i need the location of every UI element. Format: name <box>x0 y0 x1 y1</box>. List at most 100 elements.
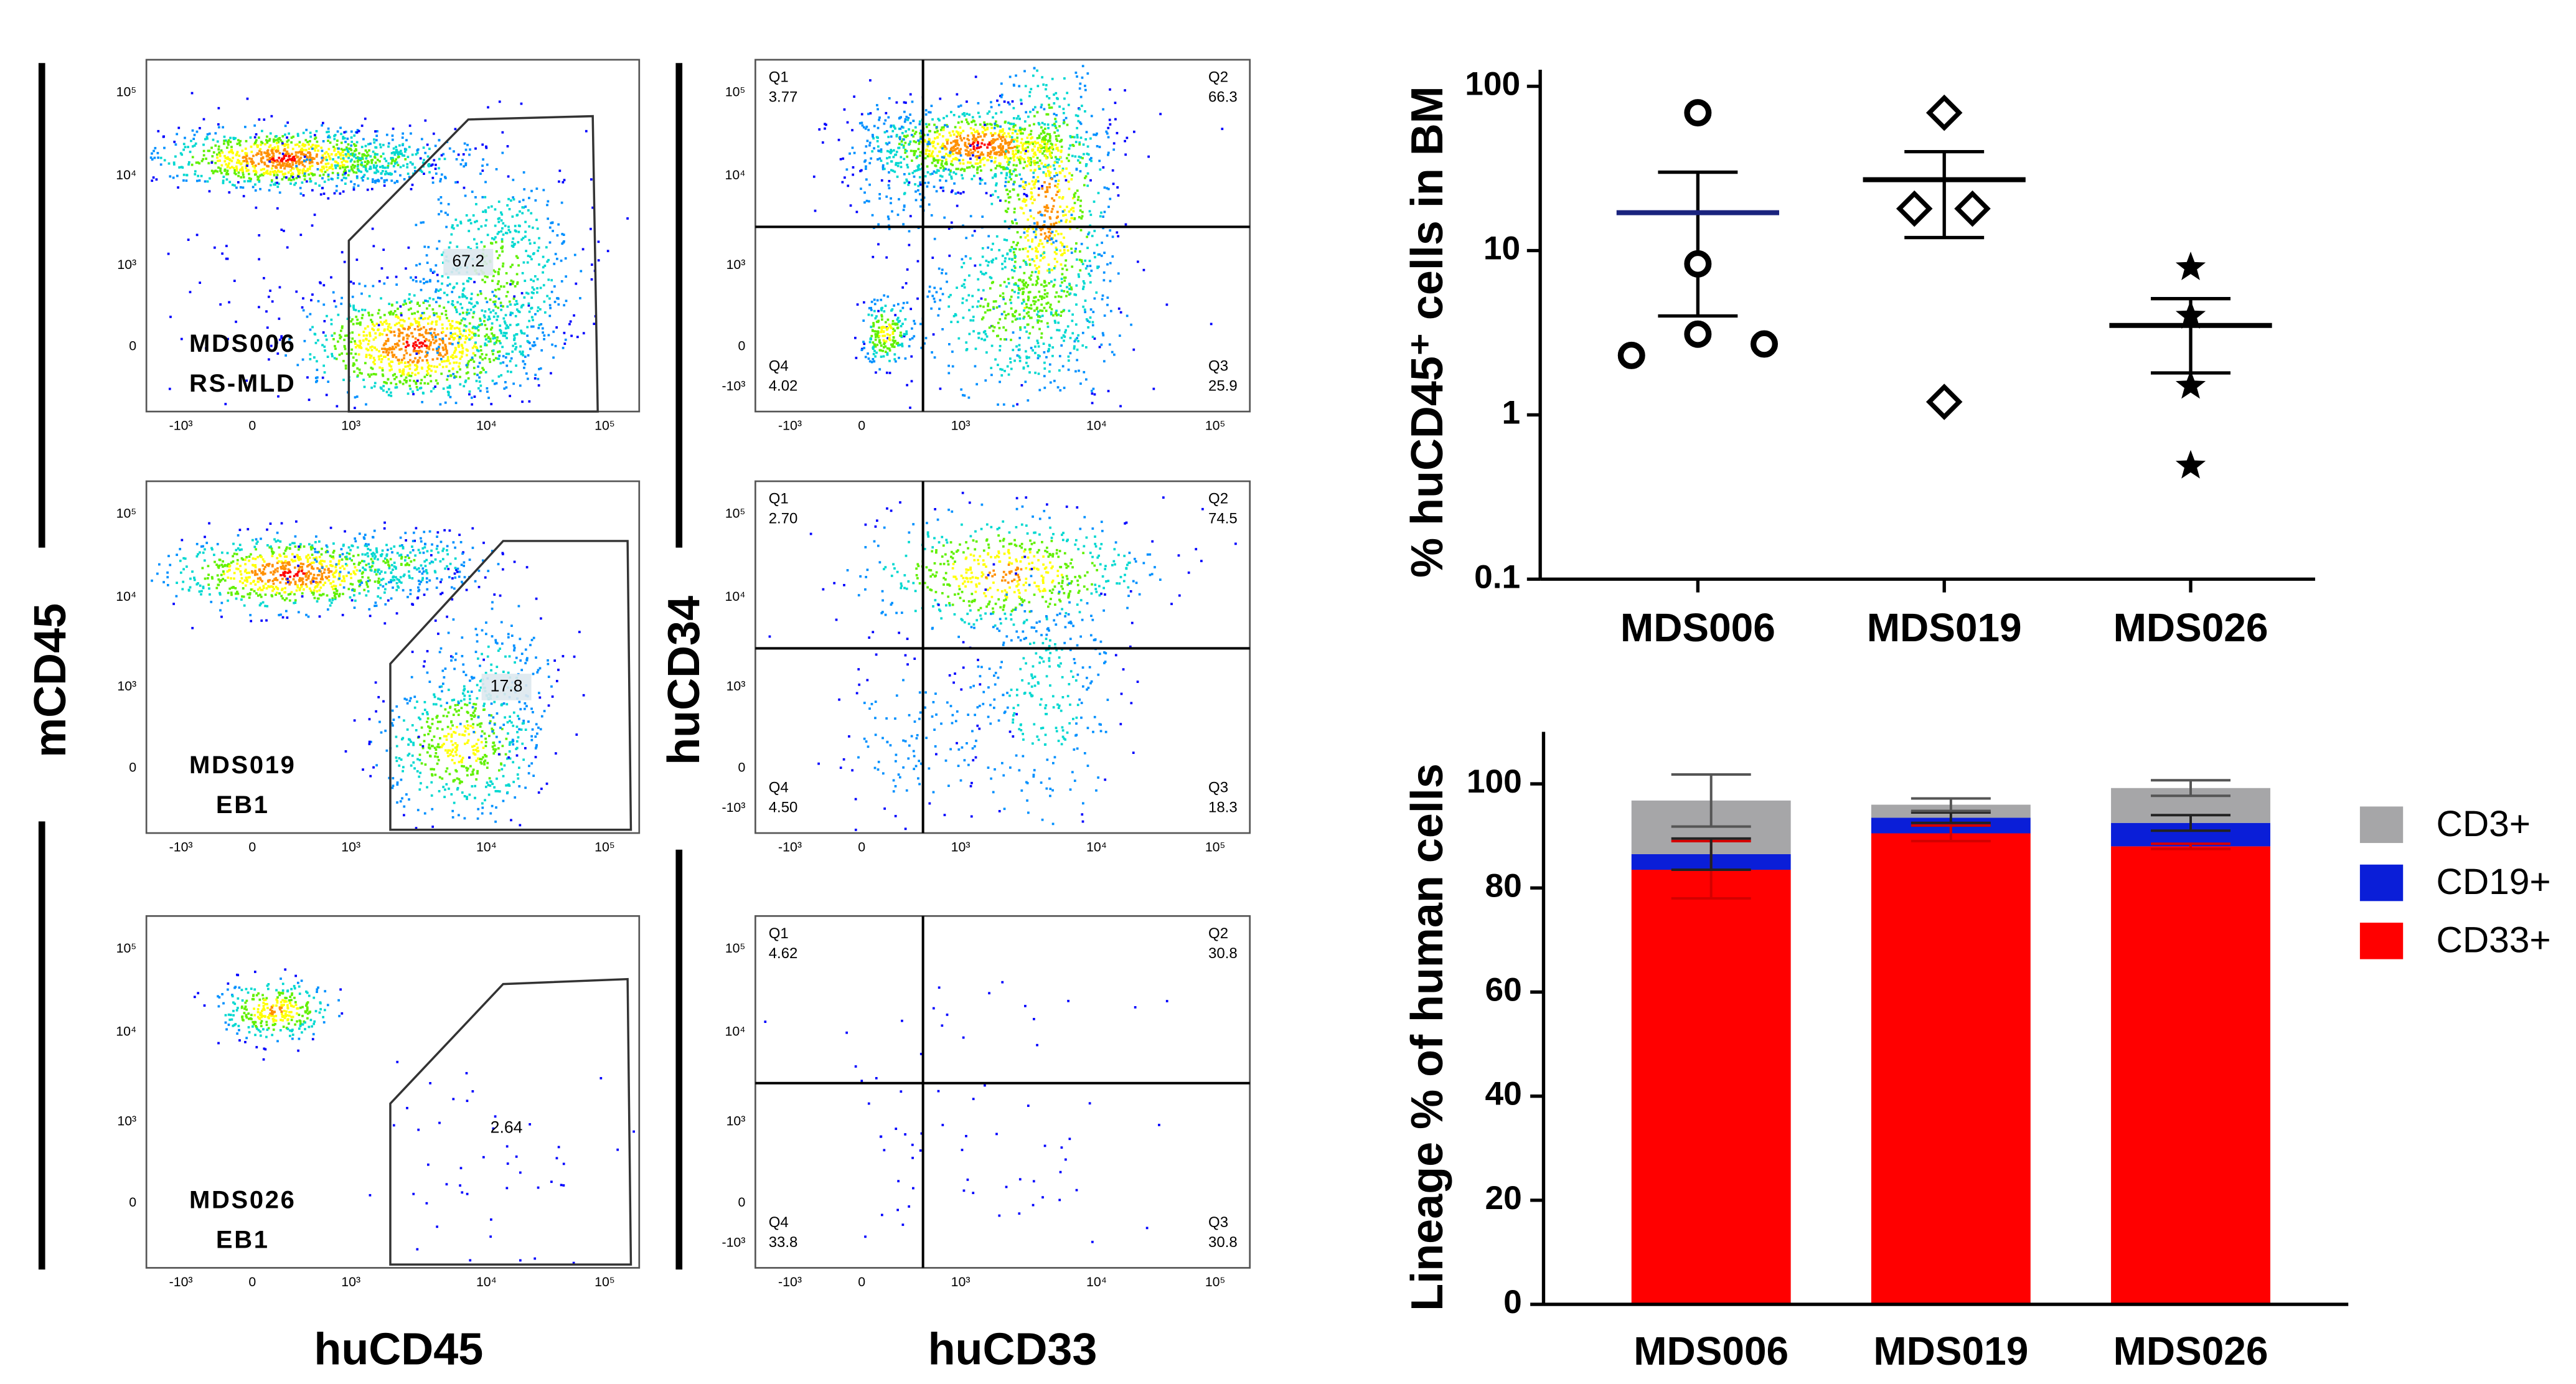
event-dot <box>314 377 317 379</box>
event-dot <box>939 128 942 131</box>
event-dot <box>311 164 314 167</box>
event-dot <box>388 364 391 367</box>
event-dot <box>454 402 458 405</box>
event-dot <box>321 149 324 153</box>
event-dot <box>187 161 190 164</box>
event-dot <box>324 349 326 352</box>
event-dot <box>221 252 224 255</box>
event-dot <box>1048 174 1051 177</box>
event-dot <box>383 380 386 384</box>
event-dot <box>269 156 271 159</box>
event-dot <box>972 330 975 332</box>
event-dot <box>415 368 418 370</box>
event-dot <box>342 136 345 138</box>
event-dot <box>393 331 396 333</box>
event-dot <box>438 158 441 161</box>
event-dot <box>1066 325 1069 328</box>
event-dot <box>281 143 284 146</box>
event-dot <box>1025 204 1028 207</box>
event-dot <box>1005 174 1008 177</box>
event-dot <box>1089 274 1092 277</box>
event-dot <box>1033 309 1036 312</box>
event-dot <box>343 339 346 341</box>
event-dot <box>434 167 437 171</box>
event-dot <box>185 179 188 182</box>
event-dot <box>999 144 1002 148</box>
event-dot <box>1037 271 1040 275</box>
event-dot <box>365 347 368 351</box>
event-dot <box>372 150 375 153</box>
event-dot <box>414 369 417 372</box>
event-dot <box>280 335 283 338</box>
event-dot <box>426 374 428 376</box>
event-dot <box>364 309 367 311</box>
event-dot <box>540 349 543 352</box>
event-dot <box>1012 222 1014 225</box>
event-dot <box>1066 286 1068 289</box>
event-dot <box>451 304 454 306</box>
event-dot <box>1079 121 1081 124</box>
event-dot <box>1048 216 1051 219</box>
event-dot <box>1004 199 1007 202</box>
event-dot <box>237 159 240 162</box>
event-dot <box>1049 217 1052 220</box>
event-dot <box>194 172 197 176</box>
event-dot <box>1014 255 1017 258</box>
event-dot <box>452 227 455 230</box>
event-dot <box>395 275 398 278</box>
event-dot <box>352 188 355 191</box>
event-dot <box>419 349 421 352</box>
event-dot <box>367 325 369 328</box>
event-dot <box>353 134 356 137</box>
event-dot <box>494 241 497 243</box>
event-dot <box>464 341 466 344</box>
event-dot <box>983 135 986 138</box>
event-dot <box>1100 211 1102 214</box>
event-dot <box>295 290 298 293</box>
event-dot <box>421 171 423 173</box>
event-dot <box>1003 100 1006 103</box>
event-dot <box>484 195 487 199</box>
event-dot <box>880 344 883 347</box>
event-dot <box>994 300 997 303</box>
event-dot <box>332 158 334 161</box>
event-dot <box>606 250 609 253</box>
event-dot <box>344 130 347 133</box>
event-dot <box>387 162 390 165</box>
event-dot <box>258 258 261 261</box>
event-dot <box>928 155 931 158</box>
event-dot <box>1027 219 1030 221</box>
event-dot <box>883 342 885 346</box>
event-dot <box>875 351 878 354</box>
event-dot <box>464 380 467 384</box>
event-dot <box>484 371 487 374</box>
event-dot <box>528 319 531 322</box>
event-dot <box>240 162 243 165</box>
event-dot <box>295 160 298 163</box>
event-dot <box>1080 217 1083 220</box>
event-dot <box>402 368 405 371</box>
event-dot <box>219 167 222 170</box>
event-dot <box>1050 311 1053 314</box>
event-dot <box>913 132 916 135</box>
event-dot <box>1055 134 1058 138</box>
event-dot <box>862 341 865 344</box>
event-dot <box>1050 155 1052 158</box>
event-dot <box>400 314 403 317</box>
event-dot <box>1055 172 1058 174</box>
event-dot <box>1025 357 1028 359</box>
event-dot <box>446 386 449 389</box>
event-dot <box>349 160 352 162</box>
event-dot <box>1072 210 1075 213</box>
event-dot <box>565 299 568 303</box>
event-dot <box>261 156 265 159</box>
event-dot <box>390 382 393 385</box>
event-dot <box>378 332 382 335</box>
event-dot <box>408 293 411 296</box>
event-dot <box>1056 174 1058 176</box>
event-dot <box>1007 159 1010 161</box>
event-dot <box>1124 153 1127 156</box>
event-dot <box>278 171 281 173</box>
event-dot <box>412 393 415 395</box>
event-dot <box>914 141 918 144</box>
